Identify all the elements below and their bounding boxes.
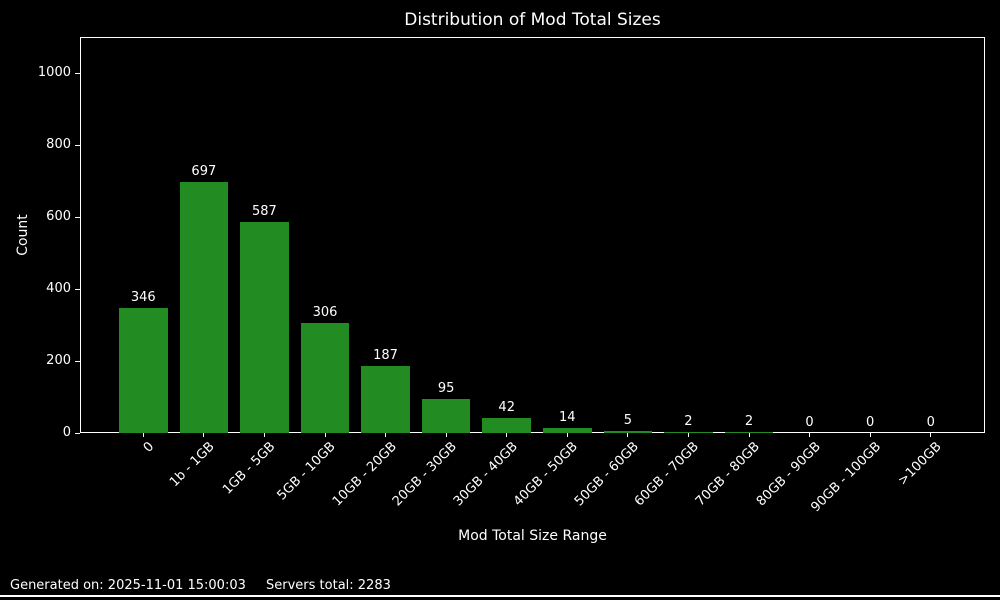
y-axis-label: Count — [15, 214, 31, 256]
x-tick-mark — [748, 433, 750, 437]
x-tick-mark — [687, 433, 689, 437]
bar-value-label: 306 — [312, 304, 338, 320]
x-tick-mark — [930, 433, 932, 437]
bar-value-label: 2 — [744, 414, 754, 430]
bar — [119, 308, 168, 433]
y-tick-mark — [75, 360, 80, 362]
bar-value-label: 95 — [437, 380, 455, 396]
bar — [482, 417, 531, 433]
x-tick-label-text: 1b - 1GB — [167, 439, 218, 491]
bar — [664, 432, 713, 433]
y-tick-mark — [75, 72, 80, 74]
bar-value-label: 42 — [498, 399, 515, 415]
bar-value-label: 697 — [191, 164, 217, 180]
x-tick-label-text: 10GB - 20GB — [329, 439, 400, 510]
y-tick-label: 800 — [46, 137, 71, 152]
x-tick-label-text: 40GB - 50GB — [511, 439, 582, 510]
bar-value-label: 14 — [559, 409, 576, 425]
bar-value-label: 587 — [252, 203, 277, 219]
x-tick-mark — [263, 433, 265, 437]
bar — [240, 221, 289, 433]
x-tick-mark — [506, 433, 508, 437]
bar-value-label: 0 — [866, 415, 875, 430]
chart-title: Distribution of Mod Total Sizes — [404, 10, 661, 30]
y-tick-label: 600 — [46, 209, 71, 224]
bar — [179, 182, 229, 433]
y-tick-label: 0 — [62, 425, 71, 440]
x-tick-label-text: >100GB — [895, 439, 945, 489]
bar-value-label: 2 — [684, 414, 693, 430]
bar-value-label: 0 — [805, 415, 814, 430]
x-tick-label-text: 0 — [140, 439, 158, 456]
bar — [603, 431, 653, 433]
x-tick-mark — [385, 433, 387, 437]
x-tick-label-text: 20GB - 30GB — [390, 439, 461, 510]
y-tick-mark — [75, 432, 80, 434]
x-tick-mark — [142, 433, 144, 437]
y-tick-label: 400 — [46, 281, 71, 296]
bar-value-label: 187 — [373, 347, 398, 363]
bar-value-label: 346 — [130, 290, 156, 306]
y-tick-mark — [75, 144, 80, 146]
x-tick-mark — [809, 433, 811, 437]
bar — [543, 427, 592, 433]
bar-value-label: 0 — [926, 415, 935, 430]
bar — [300, 322, 350, 433]
footer-divider — [0, 595, 1000, 597]
generated-timestamp: Generated on: 2025-11-01 15:00:03 — [10, 578, 246, 593]
bar — [724, 432, 774, 433]
x-tick-mark — [566, 433, 568, 437]
x-tick-mark — [627, 433, 629, 437]
bar — [421, 398, 471, 433]
x-tick-mark — [324, 433, 326, 437]
y-tick-label: 1000 — [37, 65, 71, 80]
x-tick-mark — [203, 433, 205, 437]
x-axis-label: Mod Total Size Range — [458, 528, 607, 544]
bar — [361, 365, 410, 433]
x-tick-label-text: 5GB - 10GB — [274, 439, 339, 504]
x-tick-mark — [869, 433, 871, 437]
x-tick-label-text: 60GB - 70GB — [632, 439, 703, 510]
x-tick-label-text: 70GB - 80GB — [692, 439, 763, 510]
y-tick-mark — [75, 288, 80, 290]
y-tick-mark — [75, 216, 80, 218]
bar-value-label: 5 — [623, 413, 632, 429]
y-tick-label: 200 — [46, 353, 71, 368]
footer: Generated on: 2025-11-01 15:00:03 Server… — [10, 578, 391, 593]
servers-total: Servers total: 2283 — [266, 578, 391, 593]
x-tick-mark — [445, 433, 447, 437]
plot-area — [80, 37, 985, 433]
x-tick-label-text: 1GB - 5GB — [219, 439, 279, 498]
